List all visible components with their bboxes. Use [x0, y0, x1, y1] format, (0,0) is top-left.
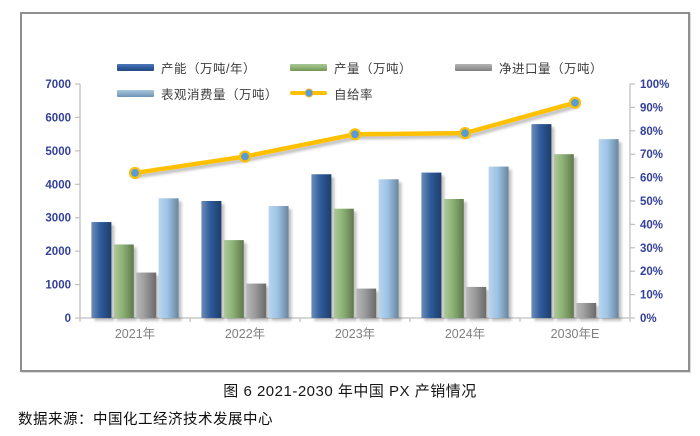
- chart-frame: 产能（万吨/年） 产量（万吨） 净进口量（万吨） 表观消费量（万吨） 自给率 0…: [20, 12, 690, 372]
- legend-label-output: 产量（万吨）: [334, 61, 413, 76]
- right-axis-tick-label: 90%: [640, 102, 663, 114]
- net-import-swatch-icon: [455, 63, 492, 71]
- bar-capacity-2021年: [91, 222, 112, 318]
- bar-output-2024年: [443, 198, 464, 318]
- right-axis-tick-label: 80%: [640, 126, 663, 138]
- left-axis-tick-label: 1000: [45, 280, 71, 292]
- left-axis-tick-label: 6000: [45, 112, 71, 124]
- left-axis-tick-label: 4000: [45, 179, 71, 191]
- capacity-swatch-icon: [117, 63, 154, 71]
- bar-output-2021年: [113, 244, 134, 318]
- bar-capacity-2022年: [201, 201, 222, 318]
- legend-label-consumption: 表观消费量（万吨）: [161, 87, 279, 102]
- line-marker-2023年: [348, 128, 362, 141]
- bar-output-2022年: [223, 240, 244, 318]
- legend-item-capacity: 产能（万吨/年）: [117, 58, 256, 76]
- left-axis-tick-label: 3000: [45, 213, 71, 225]
- legend-label-net-import: 净进口量（万吨）: [499, 61, 604, 76]
- right-axis-tick-label: 50%: [640, 196, 663, 208]
- bar-net-import-2030年E: [576, 302, 597, 318]
- legend-item-net-import: 净进口量（万吨）: [455, 58, 603, 76]
- right-axis-tick-label: 100%: [640, 79, 669, 91]
- right-axis-tick-label: 70%: [640, 149, 663, 161]
- figure-caption: 图 6 2021-2030 年中国 PX 产销情况: [223, 383, 477, 400]
- left-axis-tick-label: 2000: [45, 246, 71, 258]
- x-axis-category-label: 2021年: [115, 327, 155, 341]
- bar-capacity-2030年E: [531, 124, 552, 318]
- bar-net-import-2021年: [136, 272, 157, 318]
- left-axis-tick-label: 7000: [45, 79, 71, 91]
- legend-item-consumption: 表观消费量（万吨）: [117, 84, 278, 102]
- bar-output-2023年: [333, 208, 354, 318]
- line-marker-2030年E: [568, 96, 582, 109]
- right-axis-tick-label: 60%: [640, 173, 663, 185]
- right-axis-tick-label: 0%: [640, 313, 657, 325]
- bar-net-import-2022年: [246, 283, 267, 318]
- bar-output-2030年E: [553, 154, 574, 318]
- line-marker-2021年: [128, 166, 142, 180]
- bar-consumption-2021年: [158, 198, 179, 318]
- bar-capacity-2024年: [421, 172, 442, 318]
- line-marker-2022年: [238, 150, 252, 163]
- x-axis-category-label: 2024年: [445, 327, 485, 341]
- legend-item-self-sufficiency: 自给率: [290, 84, 373, 102]
- output-swatch-icon: [290, 63, 327, 71]
- bar-consumption-2024年: [488, 166, 509, 318]
- left-axis-tick-label: 5000: [45, 146, 71, 158]
- x-axis-category-label: 2022年: [225, 327, 265, 341]
- bar-consumption-2030年E: [598, 139, 619, 318]
- bar-line-chart: 0 1000 2000 3000 4000 5000 6000 7000 0% 10% 20% 30%…: [45, 79, 669, 341]
- bar-net-import-2023年: [356, 288, 377, 318]
- bar-capacity-2023年: [311, 174, 332, 318]
- legend-label-capacity: 产能（万吨/年）: [161, 61, 256, 76]
- right-axis-tick-label: 20%: [640, 266, 663, 278]
- right-axis-tick-label: 30%: [640, 243, 663, 255]
- self-sufficiency-line-icon: [290, 88, 327, 98]
- left-axis-tick-label: 0: [65, 313, 71, 325]
- line-marker-dot-icon: [304, 88, 313, 98]
- bar-consumption-2023年: [378, 179, 399, 318]
- consumption-swatch-icon: [117, 89, 154, 97]
- x-axis-category-label: 2030年E: [551, 327, 600, 341]
- line-marker-2024年: [458, 127, 472, 140]
- right-axis-tick-label: 40%: [640, 219, 663, 231]
- x-axis-category-label: 2023年: [335, 327, 375, 341]
- legend-item-output: 产量（万吨）: [290, 58, 412, 76]
- bar-consumption-2022年: [268, 206, 289, 318]
- data-source-note: 数据来源：中国化工经济技术发展中心: [18, 412, 273, 428]
- legend-label-self-sufficiency: 自给率: [334, 87, 374, 102]
- right-axis-tick-label: 10%: [640, 290, 663, 302]
- bar-net-import-2024年: [466, 286, 487, 318]
